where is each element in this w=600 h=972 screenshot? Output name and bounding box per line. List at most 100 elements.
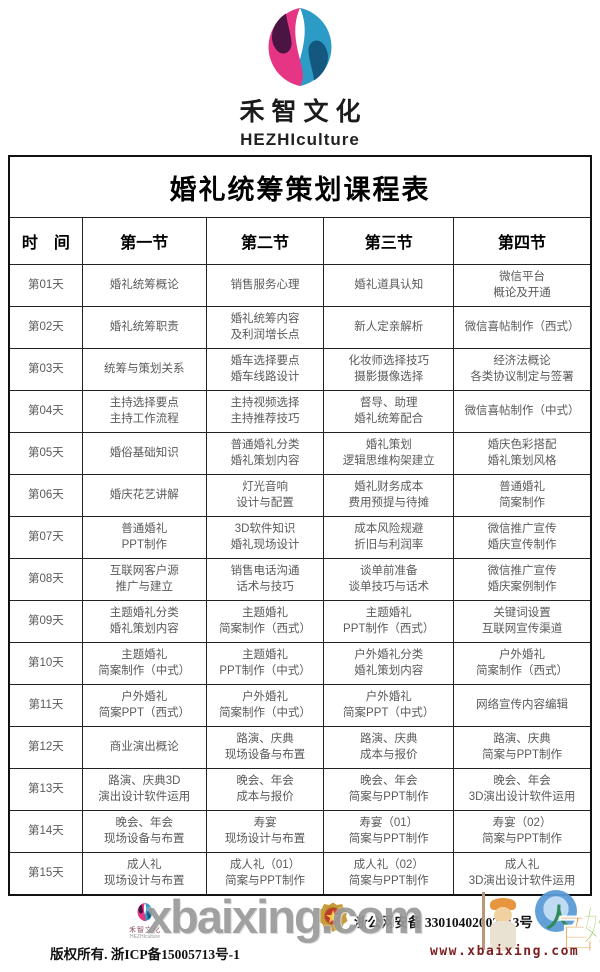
course-cell: 成本风险规避 折旧与利润率 [323, 516, 455, 559]
course-cell: 晚会、年会 现场设备与布置 [81, 810, 207, 853]
course-cell: 户外婚礼 简案PPT（西式） [81, 684, 207, 727]
course-cell: 主题婚礼 简案制作（西式） [205, 600, 325, 643]
header-session-2: 第二节 [205, 217, 325, 265]
table-row: 第15天 成人礼 现场设计与布置 成人礼（01） 简案与PPT制作 成人礼（02） 简… [8, 852, 592, 896]
course-cell: 户外婚礼 简案PPT（中式） [323, 684, 455, 727]
course-cell: 主持视频选择 主持推荐技巧 [205, 390, 325, 433]
course-cell: 晚会、年会 成本与报价 [205, 768, 325, 811]
course-cell: 婚俗基础知识 [81, 432, 207, 475]
table-row: 第11天 户外婚礼 简案PPT（西式） 户外婚礼 简案制作（中式） 户外婚礼 简案PP… [8, 684, 592, 727]
table-row: 第01天 婚礼统筹概论 销售服务心理 婚礼道具认知 微信平台 概论及开通 [8, 264, 592, 307]
course-cell: 灯光音响 设计与配置 [205, 474, 325, 517]
course-cell: 统筹与策划关系 [81, 348, 207, 391]
day-cell: 第05天 [8, 432, 83, 475]
hezhi-logo-small-icon [137, 902, 153, 922]
table-title: 婚礼统筹策划课程表 [8, 155, 592, 218]
day-cell: 第13天 [8, 768, 83, 811]
course-cell: 婚礼财务成本 费用预提与待摊 [323, 474, 455, 517]
hezhi-logo-icon [268, 7, 332, 87]
day-cell: 第15天 [8, 852, 83, 896]
mascot-body-graphic [490, 921, 516, 951]
course-cell: 成人礼（02） 简案与PPT制作 [323, 852, 455, 896]
green-person-glyph: 人 [546, 903, 573, 933]
footer: 禾智文化 HEZHIculture 版权所有. 浙ICP备15005713号-1… [0, 898, 600, 972]
footer-security-block: 浙公网安备 33010402002313号 [318, 902, 533, 935]
course-cell: 主持选择要点 主持工作流程 [81, 390, 207, 433]
course-cell: 互联网客户源 推广与建立 [81, 558, 207, 601]
course-cell: 微信推广宣传 婚庆案例制作 [453, 558, 592, 601]
mascot-pitchfork-graphic [482, 892, 485, 950]
table-row: 第04天 主持选择要点 主持工作流程 主持视频选择 主持推荐技巧 督导、助理 婚礼统筹… [8, 390, 592, 433]
course-cell: 普通婚礼 简案制作 [453, 474, 592, 517]
course-cell: 寿宴（02） 简案与PPT制作 [453, 810, 592, 853]
course-table: 婚礼统筹策划课程表 时 间 第一节 第二节 第三节 第四节 第01天 婚礼统筹概论… [8, 155, 592, 896]
day-cell: 第12天 [8, 726, 83, 769]
course-cell: 3D软件知识 婚礼现场设计 [205, 516, 325, 559]
day-cell: 第09天 [8, 600, 83, 643]
footer-brand-en: HEZHIculture [129, 933, 160, 940]
course-cell: 寿宴 现场设计与布置 [205, 810, 325, 853]
day-cell: 第11天 [8, 684, 83, 727]
course-cell: 销售服务心理 [205, 264, 325, 307]
table-row: 第13天 路演、庆典3D 演出设计软件运用 晚会、年会 成本与报价 晚会、年会 简案与… [8, 768, 592, 811]
course-cell: 主题婚礼分类 婚礼策划内容 [81, 600, 207, 643]
table-row: 第06天 婚庆花艺讲解 灯光音响 设计与配置 婚礼财务成本 费用预提与待摊 普通婚礼 简… [8, 474, 592, 517]
day-cell: 第01天 [8, 264, 83, 307]
course-cell: 主题婚礼 简案制作（中式） [81, 642, 207, 685]
header-session-4: 第四节 [453, 217, 592, 265]
brand-header: 禾智文化 HEZHIculture [0, 6, 600, 150]
course-cell: 经济法概论 各类协议制定与签署 [453, 348, 592, 391]
day-cell: 第14天 [8, 810, 83, 853]
course-cell: 成人礼 现场设计与布置 [81, 852, 207, 896]
police-badge-icon [318, 902, 348, 932]
day-cell: 第02天 [8, 306, 83, 349]
brand-name-en: HEZHIculture [240, 130, 360, 149]
course-cell: 主题婚礼 PPT制作（西式） [323, 600, 455, 643]
course-cell: 谈单前准备 谈单技巧与话术 [323, 558, 455, 601]
table-row: 第07天 普通婚礼 PPT制作 3D软件知识 婚礼现场设计 成本风险规避 折旧与利润率… [8, 516, 592, 559]
course-table-body: 第01天 婚礼统筹概论 销售服务心理 婚礼道具认知 微信平台 概论及开通 第02天 婚礼统筹… [8, 264, 592, 896]
day-cell: 第08天 [8, 558, 83, 601]
course-cell: 新人定亲解析 [323, 306, 455, 349]
course-cell: 户外婚礼 简案制作（西式） [453, 642, 592, 685]
course-cell: 微信喜帖制作（中式） [453, 390, 592, 433]
watermark-text: xbaixing.com [146, 890, 424, 943]
course-cell: 户外婚礼分类 婚礼策划内容 [323, 642, 455, 685]
course-cell: 婚礼策划 逻辑思维构架建立 [323, 432, 455, 475]
course-cell: 化妆师选择技巧 摄影摄像选择 [323, 348, 455, 391]
day-cell: 第03天 [8, 348, 83, 391]
header-session-1: 第一节 [81, 217, 207, 265]
course-cell: 主题婚礼 PPT制作（中式） [205, 642, 325, 685]
table-row: 第02天 婚礼统筹职责 婚礼统筹内容 及利润增长点 新人定亲解析 微信喜帖制作（西式） [8, 306, 592, 349]
day-cell: 第10天 [8, 642, 83, 685]
public-security-filing-text: 浙公网安备 33010402002313号 [354, 915, 533, 930]
footer-brand-cn: 禾智文化 [129, 927, 161, 934]
course-cell: 成人礼（01） 简案与PPT制作 [205, 852, 325, 896]
table-row: 第08天 互联网客户源 推广与建立 销售电话沟通 话术与技巧 谈单前准备 谈单技巧与话… [8, 558, 592, 601]
mascot-face-graphic [494, 907, 512, 923]
course-cell: 晚会、年会 3D演出设计软件运用 [453, 768, 592, 811]
course-cell: 微信推广宣传 婚庆宣传制作 [453, 516, 592, 559]
course-cell: 户外婚礼 简案制作（中式） [205, 684, 325, 727]
table-row: 第05天 婚俗基础知识 普通婚礼分类 婚礼策划内容 婚礼策划 逻辑思维构架建立 婚庆色彩… [8, 432, 592, 475]
table-header-row: 时 间 第一节 第二节 第三节 第四节 [8, 217, 592, 265]
course-cell: 婚车选择要点 婚车线路设计 [205, 348, 325, 391]
course-cell: 销售电话沟通 话术与技巧 [205, 558, 325, 601]
table-row: 第03天 统筹与策划关系 婚车选择要点 婚车线路设计 化妆师选择技巧 摄影摄像选择 经济… [8, 348, 592, 391]
course-cell: 婚庆色彩搭配 婚礼策划风格 [453, 432, 592, 475]
mascot-hat-graphic [490, 898, 516, 910]
brand-name-cn: 禾智文化 [239, 98, 368, 126]
table-row: 第14天 晚会、年会 现场设备与布置 寿宴 现场设计与布置 寿宴（01） 简案与PPT… [8, 810, 592, 853]
course-cell: 婚礼统筹内容 及利润增长点 [205, 306, 325, 349]
course-cell: 普通婚礼 PPT制作 [81, 516, 207, 559]
course-cell: 婚礼道具认知 [323, 264, 455, 307]
day-cell: 第06天 [8, 474, 83, 517]
course-cell: 路演、庆典 成本与报价 [323, 726, 455, 769]
course-cell: 路演、庆典3D 演出设计软件运用 [81, 768, 207, 811]
course-cell: 微信喜帖制作（西式） [453, 306, 592, 349]
course-cell: 普通婚礼分类 婚礼策划内容 [205, 432, 325, 475]
icp-copyright-text: 版权所有. 浙ICP备15005713号-1 [50, 947, 240, 963]
xing-character-graphic: 姓 [582, 894, 600, 952]
course-cell: 成人礼 3D演出设计软件运用 [453, 852, 592, 896]
blue-flower-badge-graphic [535, 890, 577, 932]
